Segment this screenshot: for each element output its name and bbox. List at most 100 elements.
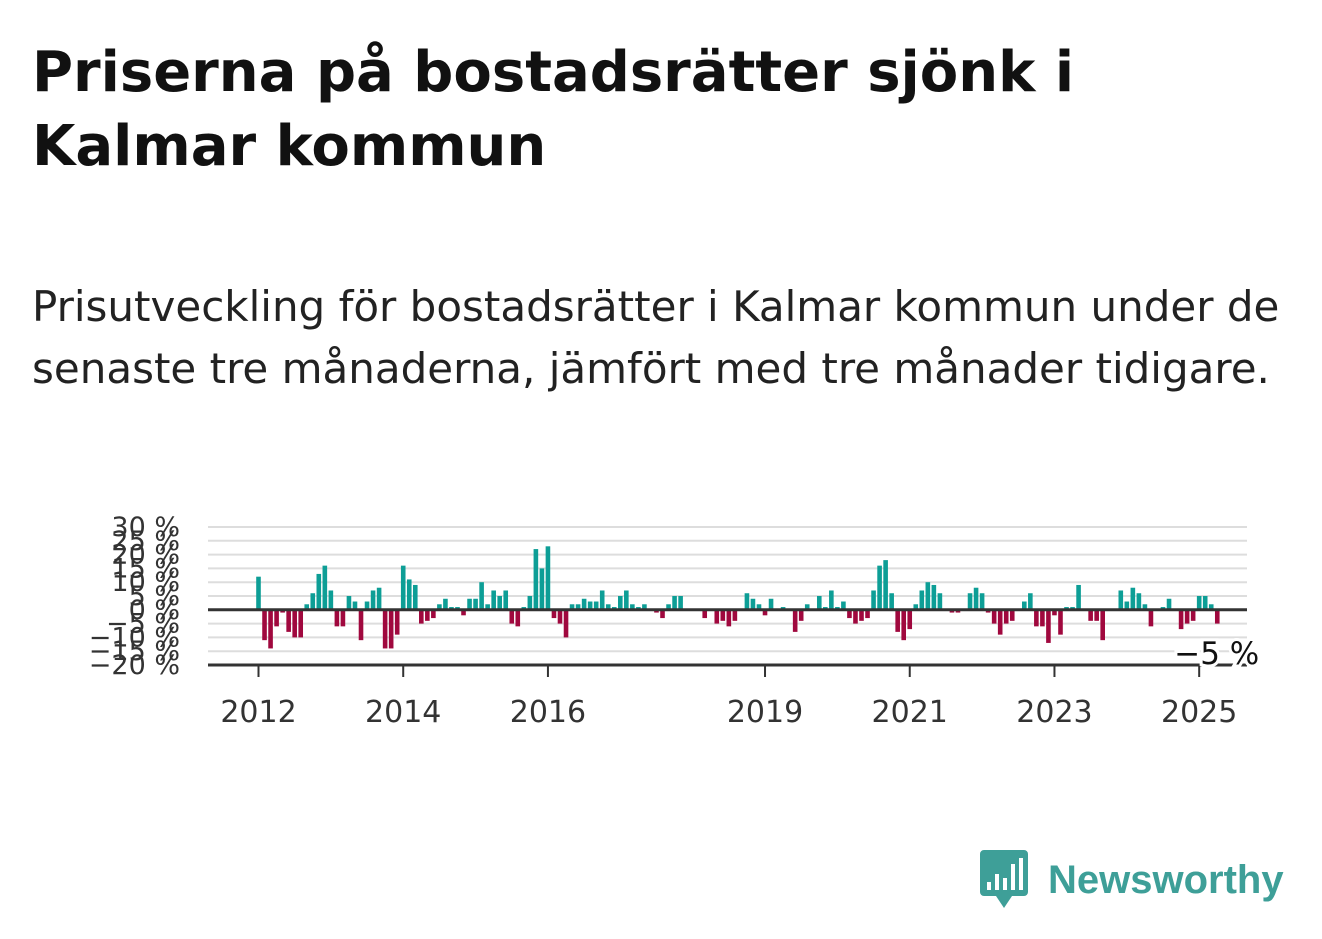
bar — [527, 596, 533, 610]
y-tick-label: −5 % — [106, 609, 180, 640]
x-tick-label: 2019 — [727, 695, 803, 730]
bar — [503, 590, 509, 610]
bar — [919, 590, 925, 610]
y-tick-label: 25 % — [111, 526, 180, 557]
bar — [630, 604, 635, 610]
bar — [358, 609, 364, 641]
bar — [841, 601, 846, 610]
x-tick-label: 2012 — [220, 695, 296, 730]
bar — [816, 596, 822, 610]
bar — [979, 593, 985, 610]
y-tick-label: −20 % — [89, 650, 180, 681]
newsworthy-logo: Newsworthy — [980, 850, 1284, 910]
x-tick-label: 2021 — [872, 695, 948, 730]
newsworthy-logo-icon — [980, 850, 1028, 908]
bar — [388, 609, 394, 649]
bar — [907, 609, 913, 630]
bar — [491, 590, 496, 610]
bar — [1136, 593, 1142, 610]
bar — [750, 598, 756, 610]
bar — [720, 609, 726, 621]
bar — [1052, 609, 1057, 616]
bar — [479, 582, 484, 610]
bar — [853, 609, 858, 624]
bar — [762, 609, 768, 616]
bar — [1100, 609, 1105, 641]
bar — [925, 582, 931, 610]
bar — [352, 601, 358, 610]
bar — [865, 609, 870, 619]
bar — [286, 609, 291, 632]
bar — [756, 604, 762, 610]
bar — [364, 601, 370, 610]
bar — [370, 590, 376, 610]
y-tick-label: −15 % — [89, 636, 180, 667]
bar — [1214, 609, 1220, 624]
bar — [497, 596, 502, 610]
bar — [672, 596, 677, 610]
bar — [1118, 590, 1124, 610]
bar — [575, 604, 581, 610]
bar — [268, 609, 273, 649]
bar — [340, 609, 346, 627]
x-tick-label: 2023 — [1016, 695, 1092, 730]
bar — [714, 609, 720, 624]
bar — [425, 609, 430, 621]
bar — [376, 587, 382, 610]
bar — [1142, 604, 1148, 610]
bar — [804, 604, 810, 610]
bar — [473, 598, 478, 610]
bar — [419, 609, 424, 624]
bar — [666, 604, 671, 610]
bar — [1094, 609, 1099, 621]
bar-chart: 30 %25 %20 %15 %10 %5 %0 %−5 %−10 %−15 %… — [89, 512, 1262, 730]
bar — [883, 560, 888, 610]
bar — [1028, 593, 1033, 610]
bar — [889, 593, 894, 610]
bar — [901, 609, 907, 641]
bar — [569, 604, 575, 610]
bar — [1166, 598, 1172, 610]
bar — [829, 590, 834, 610]
bar — [400, 565, 406, 610]
bar — [744, 593, 750, 610]
bar — [509, 609, 515, 624]
bar — [1046, 609, 1051, 643]
brand-name: Newsworthy — [1048, 857, 1284, 902]
bar — [1040, 609, 1045, 627]
chart-subtitle: Prisutveckling för bostadsrätter i Kalma… — [32, 282, 1280, 393]
bar — [931, 584, 937, 610]
bar — [334, 609, 340, 627]
bar — [726, 609, 732, 627]
y-tick-label: 30 % — [111, 512, 180, 543]
bar — [581, 598, 587, 610]
bar — [618, 596, 623, 610]
x-tick-label: 2025 — [1161, 695, 1237, 730]
x-tick-label: 2014 — [365, 695, 441, 730]
bar — [485, 604, 490, 610]
bar — [274, 609, 279, 627]
bar — [660, 609, 665, 619]
bar — [1202, 596, 1208, 610]
bar — [443, 598, 448, 610]
bar — [310, 593, 316, 610]
bar — [1058, 609, 1063, 635]
bar — [871, 590, 876, 610]
bar — [1009, 609, 1015, 621]
bar — [394, 609, 400, 635]
bar — [1208, 604, 1214, 610]
bar — [322, 565, 328, 610]
bar — [346, 596, 352, 610]
bar — [437, 604, 442, 610]
bar — [316, 573, 322, 610]
bar — [539, 568, 545, 610]
bar — [1148, 609, 1154, 627]
bar — [1034, 609, 1039, 627]
bar — [798, 609, 804, 621]
y-tick-label: 10 % — [111, 567, 180, 598]
bar — [1003, 609, 1009, 624]
bar — [467, 598, 472, 610]
bar — [1190, 609, 1196, 621]
bar — [545, 546, 551, 610]
bar — [877, 565, 882, 610]
